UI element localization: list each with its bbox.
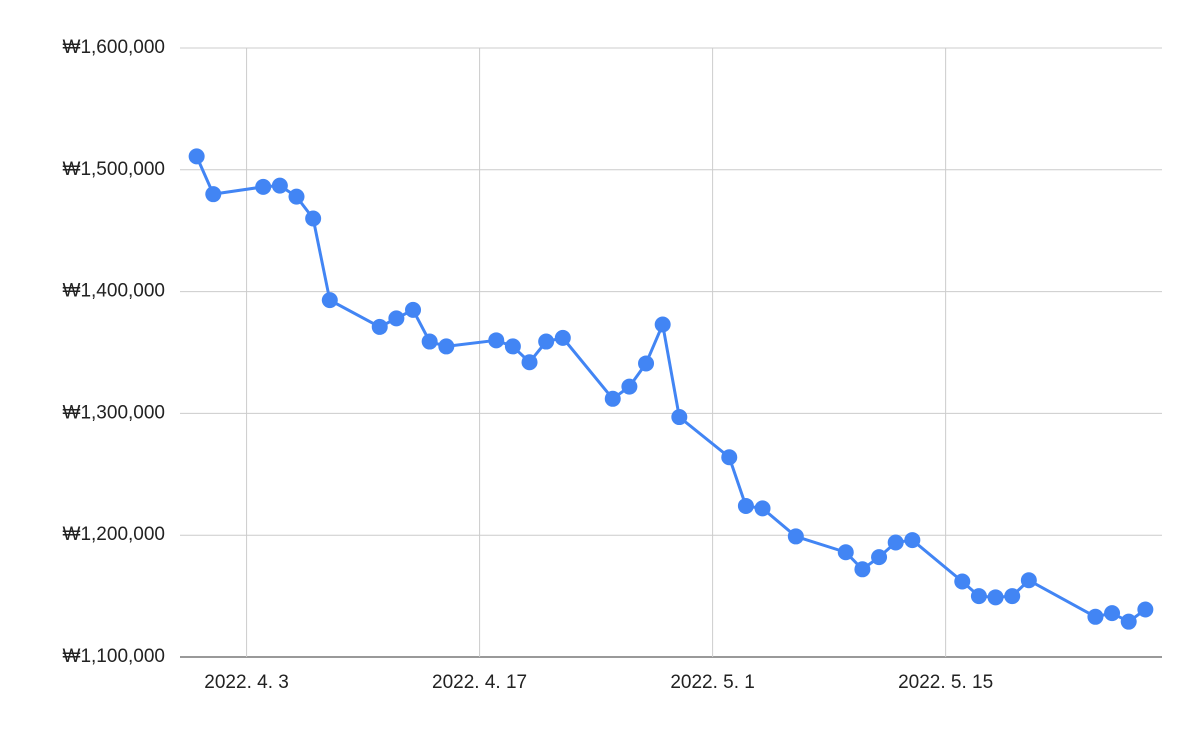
data-point xyxy=(871,549,888,566)
y-tick-label: ₩1,300,000 xyxy=(63,402,165,423)
data-point xyxy=(837,544,854,561)
y-tick-label: ₩1,400,000 xyxy=(63,281,165,302)
x-tick-label: 2022. 4. 3 xyxy=(204,672,289,693)
data-point xyxy=(754,500,771,517)
y-tick-label: ₩1,100,000 xyxy=(63,646,165,667)
data-point xyxy=(638,355,655,372)
data-line xyxy=(195,155,1147,624)
data-point xyxy=(371,318,388,335)
data-point xyxy=(271,177,288,194)
data-point xyxy=(554,329,571,346)
data-point xyxy=(970,588,987,605)
data-point xyxy=(987,589,1004,606)
data-point xyxy=(671,409,688,426)
data-point xyxy=(388,310,405,327)
data-point xyxy=(504,338,521,355)
data-point xyxy=(1137,601,1154,618)
data-point xyxy=(887,534,904,551)
y-tick-label: ₩1,600,000 xyxy=(63,37,165,58)
data-point xyxy=(1104,605,1121,622)
y-tick-label: ₩1,200,000 xyxy=(63,524,165,545)
data-point xyxy=(604,390,621,407)
data-point xyxy=(421,333,438,350)
data-point xyxy=(1120,613,1137,630)
data-point xyxy=(405,301,422,318)
data-point xyxy=(1020,572,1037,589)
data-point xyxy=(438,338,455,355)
data-point xyxy=(654,316,671,333)
data-point xyxy=(538,333,555,350)
data-point xyxy=(1087,608,1104,625)
data-point xyxy=(721,449,738,466)
data-point xyxy=(188,148,205,165)
data-point xyxy=(904,532,921,549)
data-point xyxy=(954,573,971,590)
data-point xyxy=(488,332,505,349)
data-point xyxy=(255,178,272,195)
data-point xyxy=(305,210,322,227)
data-point xyxy=(621,378,638,395)
data-point xyxy=(288,188,305,205)
x-tick-label: 2022. 5. 15 xyxy=(898,672,993,693)
x-tick-label: 2022. 5. 1 xyxy=(670,672,755,693)
data-point xyxy=(787,528,804,545)
x-tick-label: 2022. 4. 17 xyxy=(432,672,527,693)
y-tick-label: ₩1,500,000 xyxy=(63,159,165,180)
data-point xyxy=(854,561,871,578)
data-point xyxy=(205,186,222,203)
data-point xyxy=(521,354,538,371)
data-point xyxy=(321,292,338,309)
data-point xyxy=(1004,588,1021,605)
data-point xyxy=(737,497,754,514)
